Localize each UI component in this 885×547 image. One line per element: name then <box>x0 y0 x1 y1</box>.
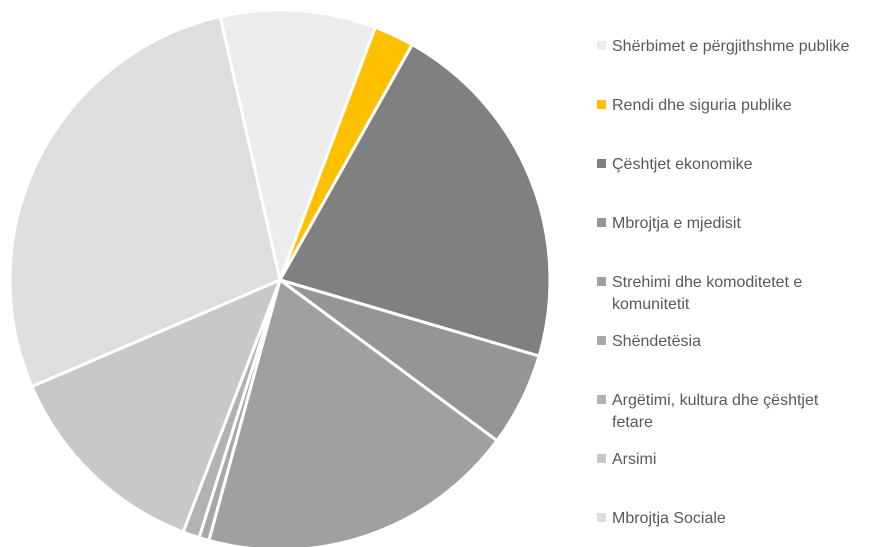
legend-item: Rendi dhe siguria publike <box>597 95 857 117</box>
legend-swatch <box>597 277 606 286</box>
legend-item: Arsimi <box>597 449 857 471</box>
legend-label: Arsimi <box>612 451 657 468</box>
legend-label: Argëtimi, kultura dhe çështjet fetare <box>612 392 819 431</box>
legend-swatch <box>597 336 606 345</box>
legend-swatch <box>597 100 606 109</box>
legend-swatch <box>597 41 606 50</box>
pie-slice <box>8 14 282 389</box>
legend-item: Mbrojtja Sociale <box>597 508 857 530</box>
pie-slice <box>207 277 500 547</box>
legend-label: Rendi dhe siguria publike <box>612 97 792 114</box>
legend-item: Argëtimi, kultura dhe çështjet fetare <box>597 390 857 434</box>
legend-swatch <box>597 159 606 168</box>
legend-item: Shëndetësia <box>597 331 857 353</box>
legend-item: Strehimi dhe komoditetet e komunitetit <box>597 272 857 316</box>
legend-label: Strehimi dhe komoditetet e komunitetit <box>612 274 803 313</box>
pie-slice <box>218 8 378 286</box>
legend-item: Çështjet ekonomike <box>597 154 857 176</box>
legend-label: Shëndetësia <box>612 333 701 350</box>
pie-slice <box>277 42 552 358</box>
legend-swatch <box>597 395 606 404</box>
legend-swatch <box>597 454 606 463</box>
legend-item: Shërbimet e përgjithshme publike <box>597 36 857 58</box>
legend-swatch <box>597 218 606 227</box>
legend-label: Mbrojtja e mjedisit <box>612 215 741 232</box>
legend-item: Mbrojtja e mjedisit <box>597 213 857 235</box>
legend-swatch <box>597 513 606 522</box>
legend-label: Shërbimet e përgjithshme publike <box>612 38 850 55</box>
legend-label: Mbrojtja Sociale <box>612 510 726 527</box>
legend-label: Çështjet ekonomike <box>612 156 753 173</box>
pie-slice <box>29 277 283 534</box>
